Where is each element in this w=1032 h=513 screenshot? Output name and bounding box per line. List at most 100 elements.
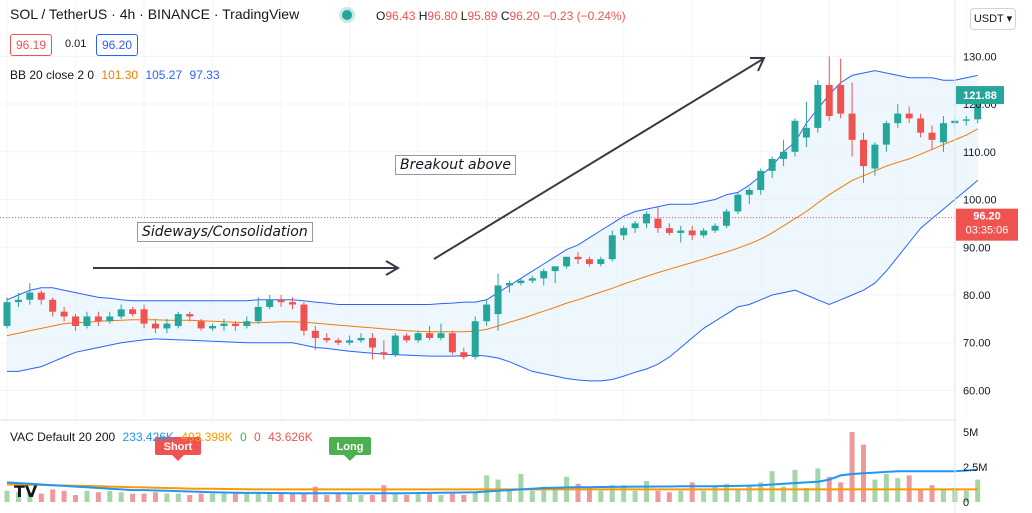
candle-body [94, 316, 102, 322]
long-tag: Long [329, 437, 371, 461]
candle-body [197, 321, 205, 329]
high-value: 96.80 [427, 9, 458, 23]
market-status-icon [342, 10, 352, 20]
candle-body [231, 323, 239, 327]
volume-bar [541, 486, 547, 502]
candle-body [403, 335, 411, 341]
candle-body [14, 299, 22, 303]
candle-body [551, 266, 559, 272]
candle-body [860, 139, 867, 167]
candle-body [631, 223, 639, 229]
volume-bar [347, 493, 353, 502]
volume-bar [164, 493, 170, 502]
volume-bar [461, 495, 467, 502]
volume-bar [61, 490, 67, 502]
candle-body [277, 299, 285, 303]
volume-bar [369, 495, 375, 502]
candle-body [494, 285, 502, 315]
candle-body [448, 333, 456, 353]
candle-body [437, 333, 445, 338]
volume-tick-label: 0 [963, 497, 969, 509]
volume-bar [792, 469, 798, 502]
candle-body [37, 292, 45, 300]
volume-axis[interactable]: 0 2.5M 5M [963, 427, 987, 509]
candle-body [391, 335, 399, 355]
bb-upper-value: 105.27 [145, 68, 183, 82]
arrows [93, 57, 766, 276]
bb-lower-line [7, 180, 979, 382]
volume-bar [963, 490, 969, 502]
candle-body [311, 330, 319, 338]
volume-bar [130, 493, 136, 502]
volume-bar [872, 479, 878, 502]
candle-body [72, 316, 80, 327]
candle-body [266, 299, 274, 307]
price-tick-label: 80.00 [963, 290, 991, 302]
long-tag-label: Long [337, 441, 364, 453]
sideways-arrowhead [385, 260, 400, 276]
volume-bar [290, 493, 295, 502]
volume-bar [152, 492, 158, 502]
vac-orange-line [6, 483, 978, 491]
volume-bar [27, 492, 33, 502]
sideways-annotation[interactable]: Sideways/Consolidation [137, 222, 313, 242]
candle-body [346, 340, 354, 343]
volume-bar [392, 493, 398, 502]
volume-bar [598, 490, 604, 502]
bb-legend[interactable]: BB 20 close 2 0 101.30 105.27 97.33 [10, 68, 220, 82]
volume-bar [838, 482, 844, 502]
tradingview-logo[interactable]: TV [14, 482, 38, 501]
currency-dropdown[interactable]: USDT ▾ [970, 8, 1016, 30]
volume-bar [666, 492, 672, 502]
volume-bar [883, 474, 889, 502]
volume-bar [312, 486, 318, 502]
chevron-down-icon: ▾ [1006, 13, 1013, 25]
candles [3, 56, 982, 360]
volume-bar [803, 488, 809, 502]
volume-bar [38, 493, 44, 502]
vac-value-1: 233.426K [122, 430, 174, 444]
volume-bar [529, 490, 535, 502]
candle-body [254, 306, 262, 322]
sell-price-button[interactable]: 96.19 [10, 34, 53, 56]
buy-price-button[interactable]: 96.20 [96, 34, 139, 56]
countdown-label: 03:35:06 [966, 225, 1009, 237]
candle-body [106, 316, 114, 322]
volume-tick-label: 5M [963, 427, 978, 439]
candle-body [711, 225, 719, 231]
candle-body [722, 211, 730, 226]
volume-bar [232, 493, 238, 502]
volume-bar [335, 492, 341, 502]
low-value: 95.89 [467, 9, 498, 23]
currency-label: USDT [973, 13, 1004, 25]
vac-legend[interactable]: VAC Default 20 200 233.426K 493.398K 0 0… [10, 430, 313, 444]
breakout-annotation[interactable]: Breakout above [395, 155, 516, 175]
candle-body [837, 84, 845, 114]
low-label: L [460, 9, 468, 23]
candle-body [757, 170, 765, 190]
last-price-label: 96.20 [973, 211, 1001, 223]
volume-bar [815, 468, 821, 502]
candle-body [129, 309, 137, 315]
candle-body [688, 230, 696, 236]
bb-legend-label: BB 20 close 2 0 [10, 68, 95, 82]
candle-body [962, 119, 970, 121]
candle-body [49, 299, 57, 312]
candle-body [563, 256, 571, 267]
volume-bar [95, 492, 101, 502]
candle-body [289, 302, 296, 305]
candle-body [505, 283, 513, 286]
volume-bar [975, 479, 981, 502]
candle-body [174, 314, 182, 327]
candle-body [3, 302, 11, 327]
bb-lower-value: 97.33 [189, 68, 220, 82]
vac-value-2: 493.398K [181, 430, 233, 444]
price-tick-label: 90.00 [963, 242, 991, 254]
candle-body [745, 189, 753, 195]
volume-bar [655, 490, 661, 502]
bb-basis-value: 101.30 [101, 68, 139, 82]
symbol-title[interactable]: SOL / TetherUS · 4h · BINANCE · TradingV… [10, 6, 300, 22]
volume-bar [73, 495, 79, 502]
candle-body [220, 323, 228, 327]
